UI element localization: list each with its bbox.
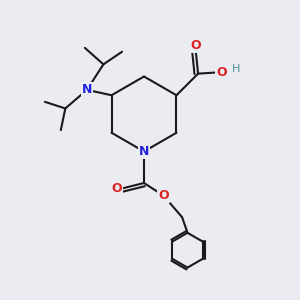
Text: O: O — [190, 39, 201, 52]
Text: O: O — [158, 189, 169, 202]
Text: O: O — [216, 66, 227, 79]
Text: N: N — [139, 145, 149, 158]
Text: H: H — [232, 64, 240, 74]
Text: O: O — [112, 182, 122, 195]
Text: N: N — [82, 83, 92, 96]
